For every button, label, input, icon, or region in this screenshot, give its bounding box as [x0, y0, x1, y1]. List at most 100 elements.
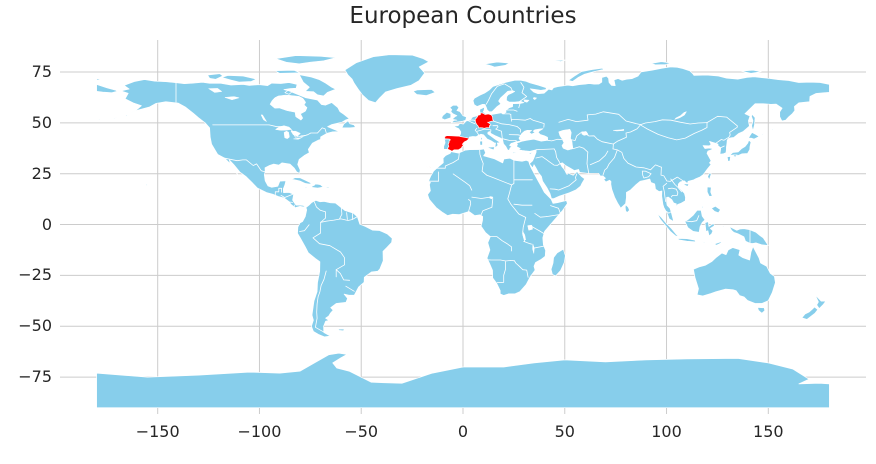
- border-iran-iraq: [553, 148, 561, 163]
- land-falkland-islands: [337, 328, 345, 332]
- land-hawaii: [145, 183, 148, 187]
- land-lesser-sunda-2: [709, 241, 714, 244]
- y-tick-label: 50: [31, 112, 52, 132]
- land-nz-north-island: [814, 294, 827, 309]
- border-sudan-south: [513, 203, 533, 206]
- water-lake-ladoga: [523, 99, 530, 103]
- border-russia-china-amur: [706, 115, 738, 138]
- border-ukraine-russia: [529, 118, 545, 128]
- water-lake-michigan: [283, 130, 290, 139]
- border-colombia-venezuela: [314, 201, 326, 223]
- x-tick-label: 0: [457, 422, 469, 441]
- border-mongolia-china: [640, 122, 708, 141]
- border-angola-zambia-namibia: [486, 259, 515, 262]
- border-russia-kazakhstan: [558, 111, 642, 125]
- highlight-germany: [474, 112, 494, 129]
- land-taiwan: [707, 172, 712, 181]
- border-korea-dmz: [720, 145, 725, 148]
- border-mongolia-russia: [640, 119, 708, 125]
- land-devon-island: [274, 69, 301, 74]
- land-kuril-2: [771, 127, 775, 131]
- border-alps: [476, 128, 492, 133]
- land-sumatra: [656, 212, 680, 238]
- highlight-canary-island-1: [426, 166, 429, 168]
- border-iran-afghanistan: [586, 151, 590, 174]
- border-poland-lithuania: [502, 113, 512, 115]
- border-france-belgium: [467, 120, 476, 125]
- land-java: [677, 238, 697, 243]
- border-guyana-suriname: [346, 212, 348, 220]
- border-thailand-myanmar: [662, 182, 668, 202]
- border-angola-drc: [487, 236, 512, 252]
- border-botswana-zimbabwe-sa: [514, 260, 529, 278]
- land-svalbard: [484, 61, 510, 68]
- border-france-italy-switz: [474, 127, 480, 136]
- land-cyprus: [528, 151, 534, 155]
- border-kazakhstan-china: [612, 124, 642, 150]
- land-aleutians-1: [98, 118, 104, 121]
- y-tick-label: 25: [31, 163, 52, 183]
- x-tick-label: 50: [554, 422, 575, 441]
- y-tick-label: −25: [18, 265, 52, 285]
- land-corsica: [480, 136, 483, 141]
- border-chile-argentina: [315, 270, 327, 333]
- border-saudi-yemen-oman: [549, 173, 578, 191]
- highlight-spain: [443, 135, 470, 152]
- land-kyushu: [726, 156, 731, 162]
- x-tick-label: 100: [651, 422, 682, 441]
- land-sri-lanka: [624, 204, 630, 213]
- border-brazil-uruguay: [345, 285, 355, 292]
- water-great-slave-lake: [224, 96, 240, 101]
- border-morocco-algeria: [435, 152, 460, 169]
- border-us-canada-east: [268, 124, 327, 138]
- border-malaysia-indonesia-borneo: [685, 215, 700, 223]
- land-madagascar: [550, 248, 566, 277]
- water-lake-winnipeg: [260, 114, 267, 122]
- land-ellesmere-island: [275, 55, 337, 65]
- border-turkey-syria-iraq: [535, 148, 555, 151]
- land-sulawesi: [704, 221, 715, 237]
- water-lake-balkhash: [612, 129, 625, 132]
- land-sicily: [487, 146, 496, 151]
- y-tick-label: 75: [31, 61, 52, 81]
- land-nz-south-island: [801, 306, 819, 320]
- border-kenya-tanzania: [531, 226, 546, 235]
- border-w-sahara-mauritania: [428, 171, 439, 182]
- land-ireland: [441, 111, 452, 121]
- land-tasmania: [757, 307, 766, 314]
- land-franz-josef: [554, 59, 568, 62]
- border-paraguay-argentina: [335, 269, 350, 281]
- land-eurasia: [443, 66, 830, 222]
- border-hungary-croatia-serbia: [495, 128, 506, 140]
- land-kuril-1: [760, 132, 765, 136]
- land-baffin-island: [298, 74, 337, 97]
- land-aleutians-2: [112, 116, 118, 120]
- border-romania-bulgaria: [508, 134, 522, 136]
- x-tick-label: 150: [753, 422, 784, 441]
- land-crete: [510, 151, 517, 154]
- y-tick-label: −50: [18, 316, 52, 336]
- border-latvia-lithuania: [505, 109, 518, 112]
- border-brazil-west: [312, 221, 345, 278]
- border-central-asia: [569, 131, 614, 145]
- water-great-bear-lake: [208, 88, 223, 93]
- border-thailand-laos-cambodia: [668, 187, 679, 198]
- land-cuba: [289, 177, 313, 185]
- border-finland-russia: [519, 82, 528, 102]
- border-malaysia-thailand: [666, 211, 672, 214]
- land-lesser-sunda-1: [702, 241, 706, 244]
- land-luzon: [706, 186, 713, 197]
- land-wrangel-island: [96, 78, 103, 81]
- land-puerto-rico: [325, 186, 330, 189]
- water-lake-onega: [532, 97, 537, 101]
- border-ethiopia-somalia: [546, 205, 562, 217]
- land-greenland: [344, 54, 430, 104]
- y-tick-label: −75: [18, 367, 52, 387]
- land-great-britain: [449, 104, 467, 124]
- border-austria-hungary: [495, 125, 499, 130]
- land-australia: [693, 246, 776, 304]
- land-hispaniola: [311, 183, 324, 189]
- border-niger-nigeria-chad: [471, 196, 494, 216]
- highlight-balearic-islands: [467, 143, 471, 145]
- land-honshu: [729, 139, 752, 156]
